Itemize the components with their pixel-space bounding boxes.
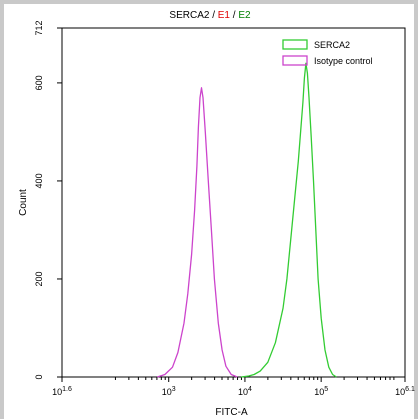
title-part: E2 — [238, 10, 251, 21]
legend-label: SERCA2 — [314, 40, 350, 50]
legend-swatch — [282, 39, 308, 50]
x-tick-base: 10 — [238, 387, 248, 397]
y-tick-label: 200 — [34, 271, 44, 286]
x-tick-exponent: 1.6 — [62, 386, 72, 393]
frame-right-border — [414, 0, 418, 419]
chart-title-text: SERCA2 / E1 / E2 — [169, 10, 251, 21]
x-tick-label: 104 — [238, 386, 252, 397]
x-axis-label: FITC-A — [215, 407, 248, 418]
x-tick-exponent: 4 — [248, 386, 252, 393]
y-tick-label: 400 — [34, 173, 44, 188]
legend-swatch — [282, 55, 308, 66]
chart-title: SERCA2 / E1 / E2 — [169, 10, 251, 21]
legend-label: Isotype control — [314, 56, 373, 66]
x-tick-base: 10 — [314, 387, 324, 397]
x-tick-exponent: 3 — [172, 386, 176, 393]
series-curve-serca2 — [241, 62, 337, 378]
series-layer — [157, 62, 337, 378]
x-tick-label: 106.1 — [395, 386, 415, 397]
x-tick-exponent: 6.1 — [405, 386, 415, 393]
legend: SERCA2 Isotype control — [282, 39, 373, 66]
frame-top-border — [0, 0, 418, 4]
x-tick-label: 101.6 — [52, 386, 72, 397]
x-tick-base: 10 — [52, 387, 62, 397]
plot-area — [61, 27, 406, 378]
title-part: / — [209, 10, 217, 21]
y-tick-label: 712 — [34, 20, 44, 35]
series-curve-isotype-control — [157, 87, 238, 378]
title-part: E1 — [218, 10, 231, 21]
title-part: / — [230, 10, 238, 21]
title-part: SERCA2 — [169, 10, 209, 21]
y-tick-label: 0 — [34, 374, 44, 379]
y-axis: 0 200 400 600 712 — [34, 20, 62, 380]
x-tick-label: 103 — [162, 386, 176, 397]
x-axis: 101.6 103 104 105 106.1 — [52, 377, 415, 397]
x-tick-base: 10 — [162, 387, 172, 397]
y-axis-label: Count — [18, 189, 29, 216]
frame-left-border — [0, 0, 4, 419]
x-tick-base: 10 — [395, 387, 405, 397]
y-tick-label: 600 — [34, 75, 44, 90]
x-tick-label: 105 — [314, 386, 328, 397]
x-tick-exponent: 5 — [324, 386, 328, 393]
